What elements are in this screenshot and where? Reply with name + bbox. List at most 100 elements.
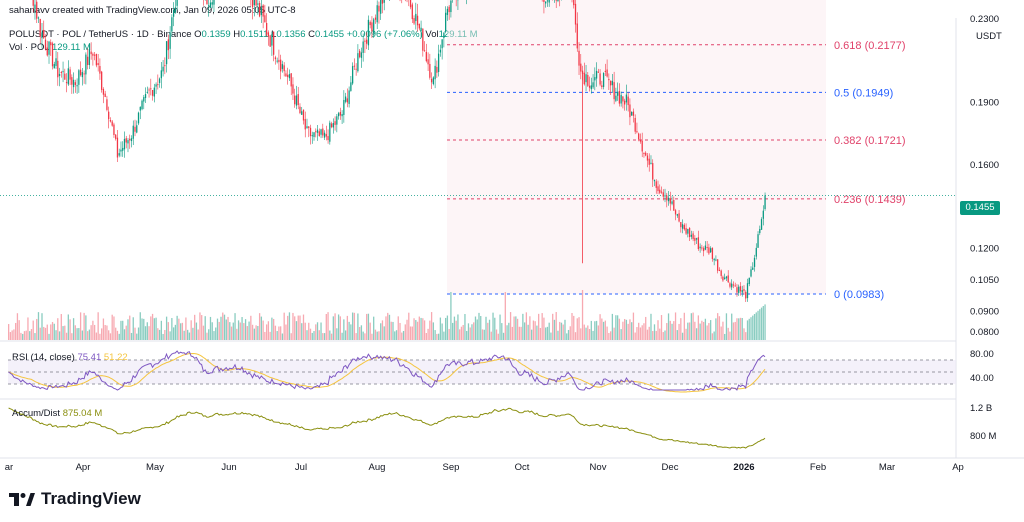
rsi-ma-line: [8, 352, 766, 393]
accum-legend[interactable]: Accum/Dist 875.04 M: [12, 408, 102, 419]
candle-body: [753, 257, 756, 267]
volume-bar: [450, 292, 452, 340]
volume-bar: [13, 329, 15, 340]
volume-bar: [566, 333, 568, 340]
volume-bar: [420, 317, 422, 340]
time-axis-tick: Nov: [590, 462, 607, 473]
volume-bar: [109, 333, 112, 340]
volume-bar: [552, 313, 554, 340]
volume-bar: [587, 325, 589, 340]
symbol-title[interactable]: POLUSDT · POL / TetherUS · 1D · Binance: [9, 29, 192, 40]
volume-bar: [185, 317, 187, 340]
candle-body: [409, 0, 412, 8]
candle-body: [722, 276, 724, 281]
volume-bar: [439, 317, 442, 340]
rsi-axis-tick: 40.00: [970, 373, 994, 384]
high-label: H: [233, 29, 241, 40]
candle-body: [711, 247, 714, 259]
volume-bar: [197, 329, 199, 340]
candle-body: [641, 140, 643, 152]
candle-body: [627, 96, 629, 106]
volume-bar: [413, 318, 415, 340]
volume-bar: [548, 322, 550, 340]
candle-body: [262, 5, 264, 17]
volume-bar: [362, 331, 364, 340]
candle-body: [734, 285, 736, 287]
candle-body: [85, 54, 87, 75]
volume-bar: [760, 307, 763, 340]
volume-bar: [390, 321, 392, 340]
volume-bar: [511, 326, 513, 340]
candle-body: [746, 283, 749, 299]
volume-bar: [525, 312, 528, 340]
volume-bar: [141, 318, 143, 340]
volume-bar: [743, 328, 745, 340]
candle-body: [616, 91, 619, 96]
volume-bar: [225, 319, 227, 340]
volume-bar: [406, 319, 408, 340]
vol-value: 129.11 M: [438, 29, 478, 40]
volume-bar: [536, 325, 538, 340]
volume-bar: [564, 319, 566, 340]
volume-bar: [144, 326, 147, 340]
candle-body: [441, 39, 443, 49]
candle-body: [411, 4, 413, 20]
candle-body: [48, 41, 50, 55]
volume-bar: [153, 318, 155, 340]
candle-body: [299, 106, 301, 114]
candle-body: [41, 32, 43, 39]
volume-bar: [674, 312, 677, 340]
candle-body: [109, 119, 112, 122]
volume-bar: [729, 331, 731, 340]
volume-bar: [269, 331, 271, 340]
candle-body: [151, 89, 154, 96]
candle-body: [727, 275, 729, 283]
volume-bar: [713, 331, 715, 340]
candle-body: [369, 21, 371, 26]
volume-bar: [106, 325, 108, 340]
time-axis-tick: Mar: [879, 462, 895, 473]
volume-bar: [278, 326, 280, 340]
volume-bar: [315, 324, 317, 340]
candle-body: [757, 234, 759, 248]
volume-bar: [636, 327, 638, 340]
volume-bar: [258, 313, 261, 340]
candle-body: [90, 51, 92, 55]
candle-body: [713, 258, 715, 261]
volume-bar: [387, 312, 389, 340]
candle-body: [67, 68, 69, 85]
volume-bar: [53, 323, 55, 340]
volume-legend-value: 129.11 M: [51, 42, 91, 53]
volume-bar: [85, 315, 87, 340]
tradingview-logo[interactable]: TradingView: [9, 489, 141, 509]
volume-bar: [148, 326, 150, 340]
volume-bar: [179, 323, 182, 340]
volume-bar: [39, 327, 41, 340]
volume-bar: [302, 314, 305, 340]
candle-body: [439, 49, 442, 53]
candle-body: [634, 117, 636, 132]
volume-bar: [457, 314, 459, 340]
volume-bar: [199, 312, 201, 340]
volume-bar: [18, 320, 20, 340]
candle-body: [309, 127, 312, 137]
volume-legend[interactable]: Vol · POL 129.11 M: [9, 42, 91, 53]
volume-bar: [487, 322, 489, 340]
candle-body: [258, 2, 261, 17]
volume-bar: [218, 321, 220, 340]
volume-bar: [567, 329, 570, 340]
close-value: 0.1455: [315, 29, 345, 40]
volume-bar: [741, 318, 743, 340]
rsi-legend[interactable]: RSI (14, close) 75.41 51.22: [12, 352, 128, 363]
candle-body: [699, 246, 701, 249]
candle-body: [295, 95, 298, 106]
volume-bar: [520, 326, 522, 340]
volume-bar: [704, 318, 707, 340]
volume-bar: [206, 332, 208, 340]
candle-body: [339, 111, 341, 116]
price-axis-tick: 0.1600: [970, 160, 999, 171]
volume-bar: [130, 332, 133, 340]
candle-body: [580, 63, 582, 72]
volume-bar: [559, 321, 561, 340]
